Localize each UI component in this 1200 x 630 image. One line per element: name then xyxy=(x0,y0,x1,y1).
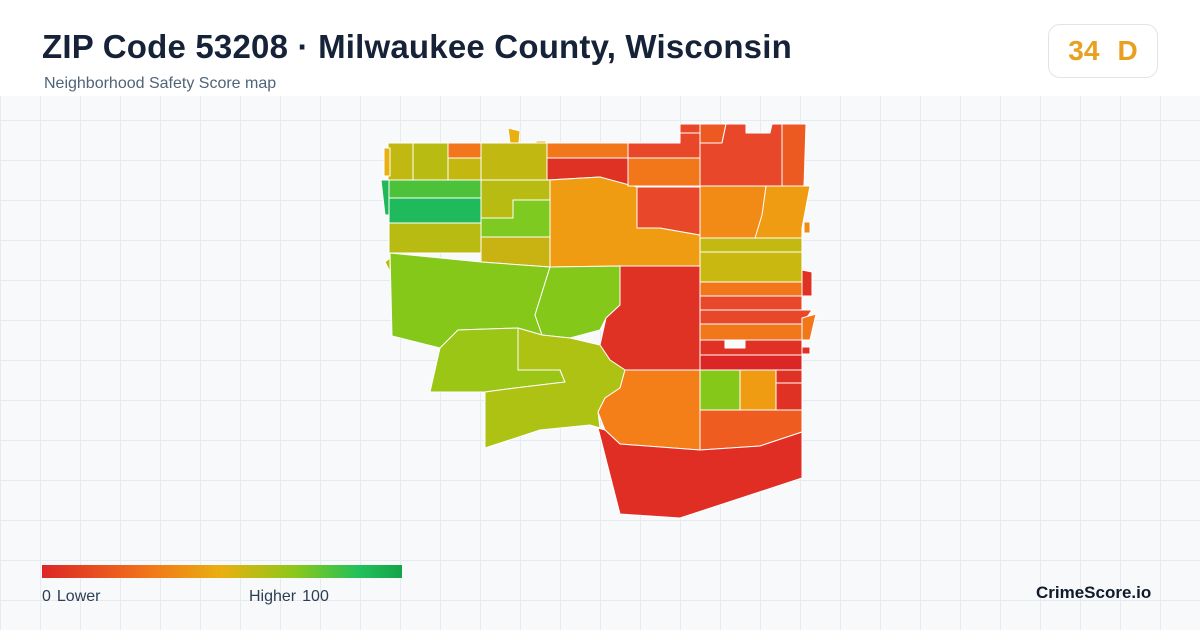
map-block xyxy=(699,281,803,297)
map-block xyxy=(627,132,701,159)
map-block xyxy=(775,369,803,384)
brand-logo[interactable]: CrimeScore.io xyxy=(1036,583,1152,602)
legend-high-text: Higher xyxy=(249,588,297,605)
map-block xyxy=(447,157,482,181)
map-block xyxy=(801,346,811,355)
map-block xyxy=(484,327,626,449)
map-block xyxy=(739,369,777,411)
map-block xyxy=(412,142,449,181)
score-badge: 34 D xyxy=(1048,24,1158,78)
map-block xyxy=(480,142,548,181)
map-block xyxy=(699,354,803,371)
map-block xyxy=(636,186,701,236)
map-block xyxy=(699,323,803,341)
page-subtitle: Neighborhood Safety Score map xyxy=(44,75,277,92)
legend-high-value: 100 xyxy=(302,588,329,605)
map-block xyxy=(699,309,813,325)
score-value: 34 xyxy=(1068,35,1100,66)
map-block xyxy=(803,221,811,234)
legend-low-text: Lower xyxy=(56,588,101,605)
map-block xyxy=(597,427,803,519)
map-block xyxy=(380,179,390,216)
map-block xyxy=(447,142,482,159)
score-grade: D xyxy=(1117,35,1138,66)
map-block xyxy=(775,382,803,411)
legend-high-label: Higher 100 xyxy=(249,588,329,606)
map-block xyxy=(387,142,414,181)
map-block xyxy=(535,140,547,144)
map-block xyxy=(699,237,803,253)
map-block xyxy=(388,179,482,199)
header-band xyxy=(0,0,1200,96)
page-title: ZIP Code 53208 · Milwaukee County, Wisco… xyxy=(42,28,792,65)
map-block xyxy=(507,127,521,144)
map-block xyxy=(699,185,767,239)
map-block xyxy=(546,142,629,159)
map-block xyxy=(383,147,391,177)
map-block xyxy=(679,123,701,134)
map-block xyxy=(388,197,482,224)
map-block xyxy=(699,369,741,411)
map-block xyxy=(801,269,813,297)
map-block xyxy=(699,339,803,356)
map-block xyxy=(699,295,803,311)
map-block xyxy=(801,313,817,341)
legend-gradient-bar xyxy=(42,565,402,578)
map-block xyxy=(384,257,391,273)
legend-low-label: 0 Lower xyxy=(42,588,100,606)
map-block xyxy=(699,251,803,283)
legend-low-value: 0 xyxy=(42,588,51,605)
map-block xyxy=(781,123,807,187)
map-block xyxy=(627,157,701,187)
map-block xyxy=(388,222,482,254)
